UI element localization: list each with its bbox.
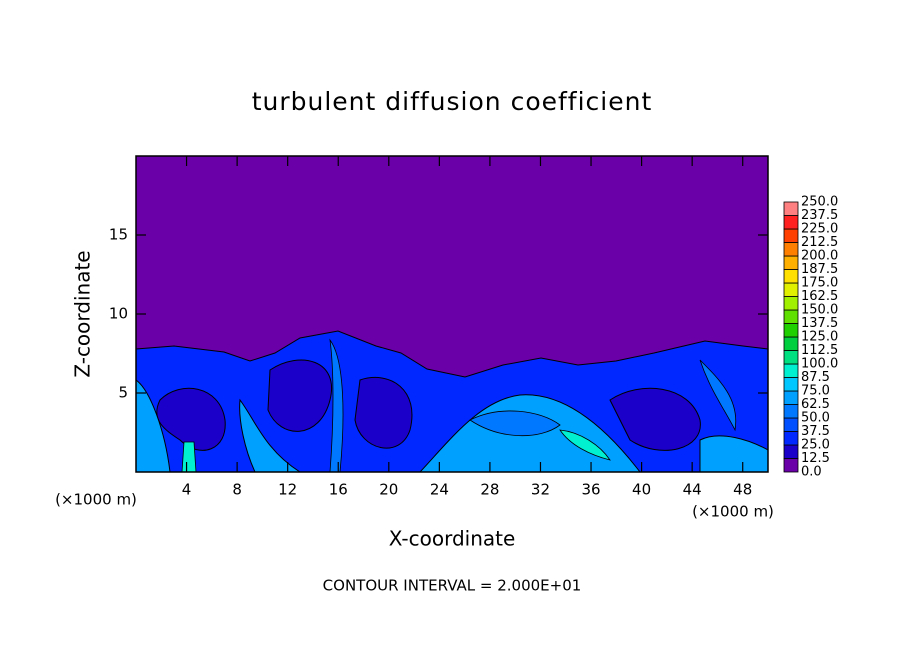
colorbar-label: 162.5 <box>801 289 838 304</box>
colorbar-label: 62.5 <box>801 397 830 412</box>
colorbar-label: 237.5 <box>801 208 838 223</box>
x-unit-label: (×1000 m) <box>692 503 774 521</box>
x-tick-label: 4 <box>182 481 192 499</box>
x-tick-label: 32 <box>531 481 550 499</box>
x-tick-label: 28 <box>480 481 499 499</box>
colorbar-box <box>783 215 799 230</box>
x-tick-label: 40 <box>632 481 651 499</box>
colorbar-label: 250.0 <box>801 195 838 210</box>
colorbar-box <box>783 309 799 324</box>
colorbar-label: 87.5 <box>801 370 830 385</box>
y-tick-label: 10 <box>109 305 128 323</box>
x-tick-label: 44 <box>683 481 702 499</box>
colorbar-box <box>783 404 799 419</box>
colorbar-label: 12.5 <box>801 451 830 466</box>
colorbar-box <box>783 377 799 392</box>
colorbar-label: 187.5 <box>801 262 838 277</box>
x-tick-label: 48 <box>733 481 752 499</box>
y-unit-label: (×1000 m) <box>55 491 137 509</box>
colorbar-box <box>783 390 799 405</box>
contour-region <box>156 359 701 451</box>
contour-region <box>181 429 611 472</box>
colorbar-label: 150.0 <box>801 303 838 318</box>
colorbar-label: 125.0 <box>801 330 838 345</box>
field <box>136 156 768 472</box>
colorbar-box <box>783 431 799 446</box>
x-tick-label: 16 <box>329 481 348 499</box>
colorbar-label: 50.0 <box>801 411 830 426</box>
colorbar-label: 25.0 <box>801 438 830 453</box>
y-axis-label: Z-coordinate <box>71 250 95 377</box>
colorbar-box <box>783 228 799 243</box>
colorbar-label: 0.0 <box>801 465 822 480</box>
colorbar-label: 100.0 <box>801 357 838 372</box>
annotation: CONTOUR INTERVAL = 2.000E+01 <box>323 577 582 595</box>
colorbar-label: 75.0 <box>801 384 830 399</box>
colorbar-box <box>783 444 799 459</box>
colorbar-box <box>783 296 799 311</box>
contour-region <box>136 379 768 472</box>
colorbar-box <box>783 323 799 338</box>
x-axis-label: X-coordinate <box>389 527 516 551</box>
colorbar-label: 212.5 <box>801 235 838 250</box>
colorbar-label: 175.0 <box>801 276 838 291</box>
chart-title: turbulent diffusion coefficient <box>252 87 653 116</box>
colorbar-box <box>783 458 799 473</box>
x-tick-label: 36 <box>581 481 600 499</box>
x-tick-label: 8 <box>232 481 242 499</box>
colorbar-label: 112.5 <box>801 343 838 358</box>
contour-region <box>329 338 737 472</box>
x-tick-label: 12 <box>278 481 297 499</box>
colorbar-box <box>783 269 799 284</box>
x-tick-label: 20 <box>379 481 398 499</box>
colorbar-box <box>783 201 799 216</box>
colorbar-box <box>783 242 799 257</box>
colorbar-box <box>783 282 799 297</box>
colorbar-label: 225.0 <box>801 222 838 237</box>
colorbar-box <box>783 363 799 378</box>
colorbar-box <box>783 417 799 432</box>
colorbar-box <box>783 350 799 365</box>
colorbar-label: 200.0 <box>801 249 838 264</box>
x-tick-label: 24 <box>430 481 449 499</box>
colorbar-label: 37.5 <box>801 424 830 439</box>
colorbar-box <box>783 255 799 270</box>
y-tick-label: 5 <box>118 384 128 402</box>
colorbar-box <box>783 336 799 351</box>
y-tick-label: 15 <box>109 226 128 244</box>
colorbar-label: 137.5 <box>801 316 838 331</box>
